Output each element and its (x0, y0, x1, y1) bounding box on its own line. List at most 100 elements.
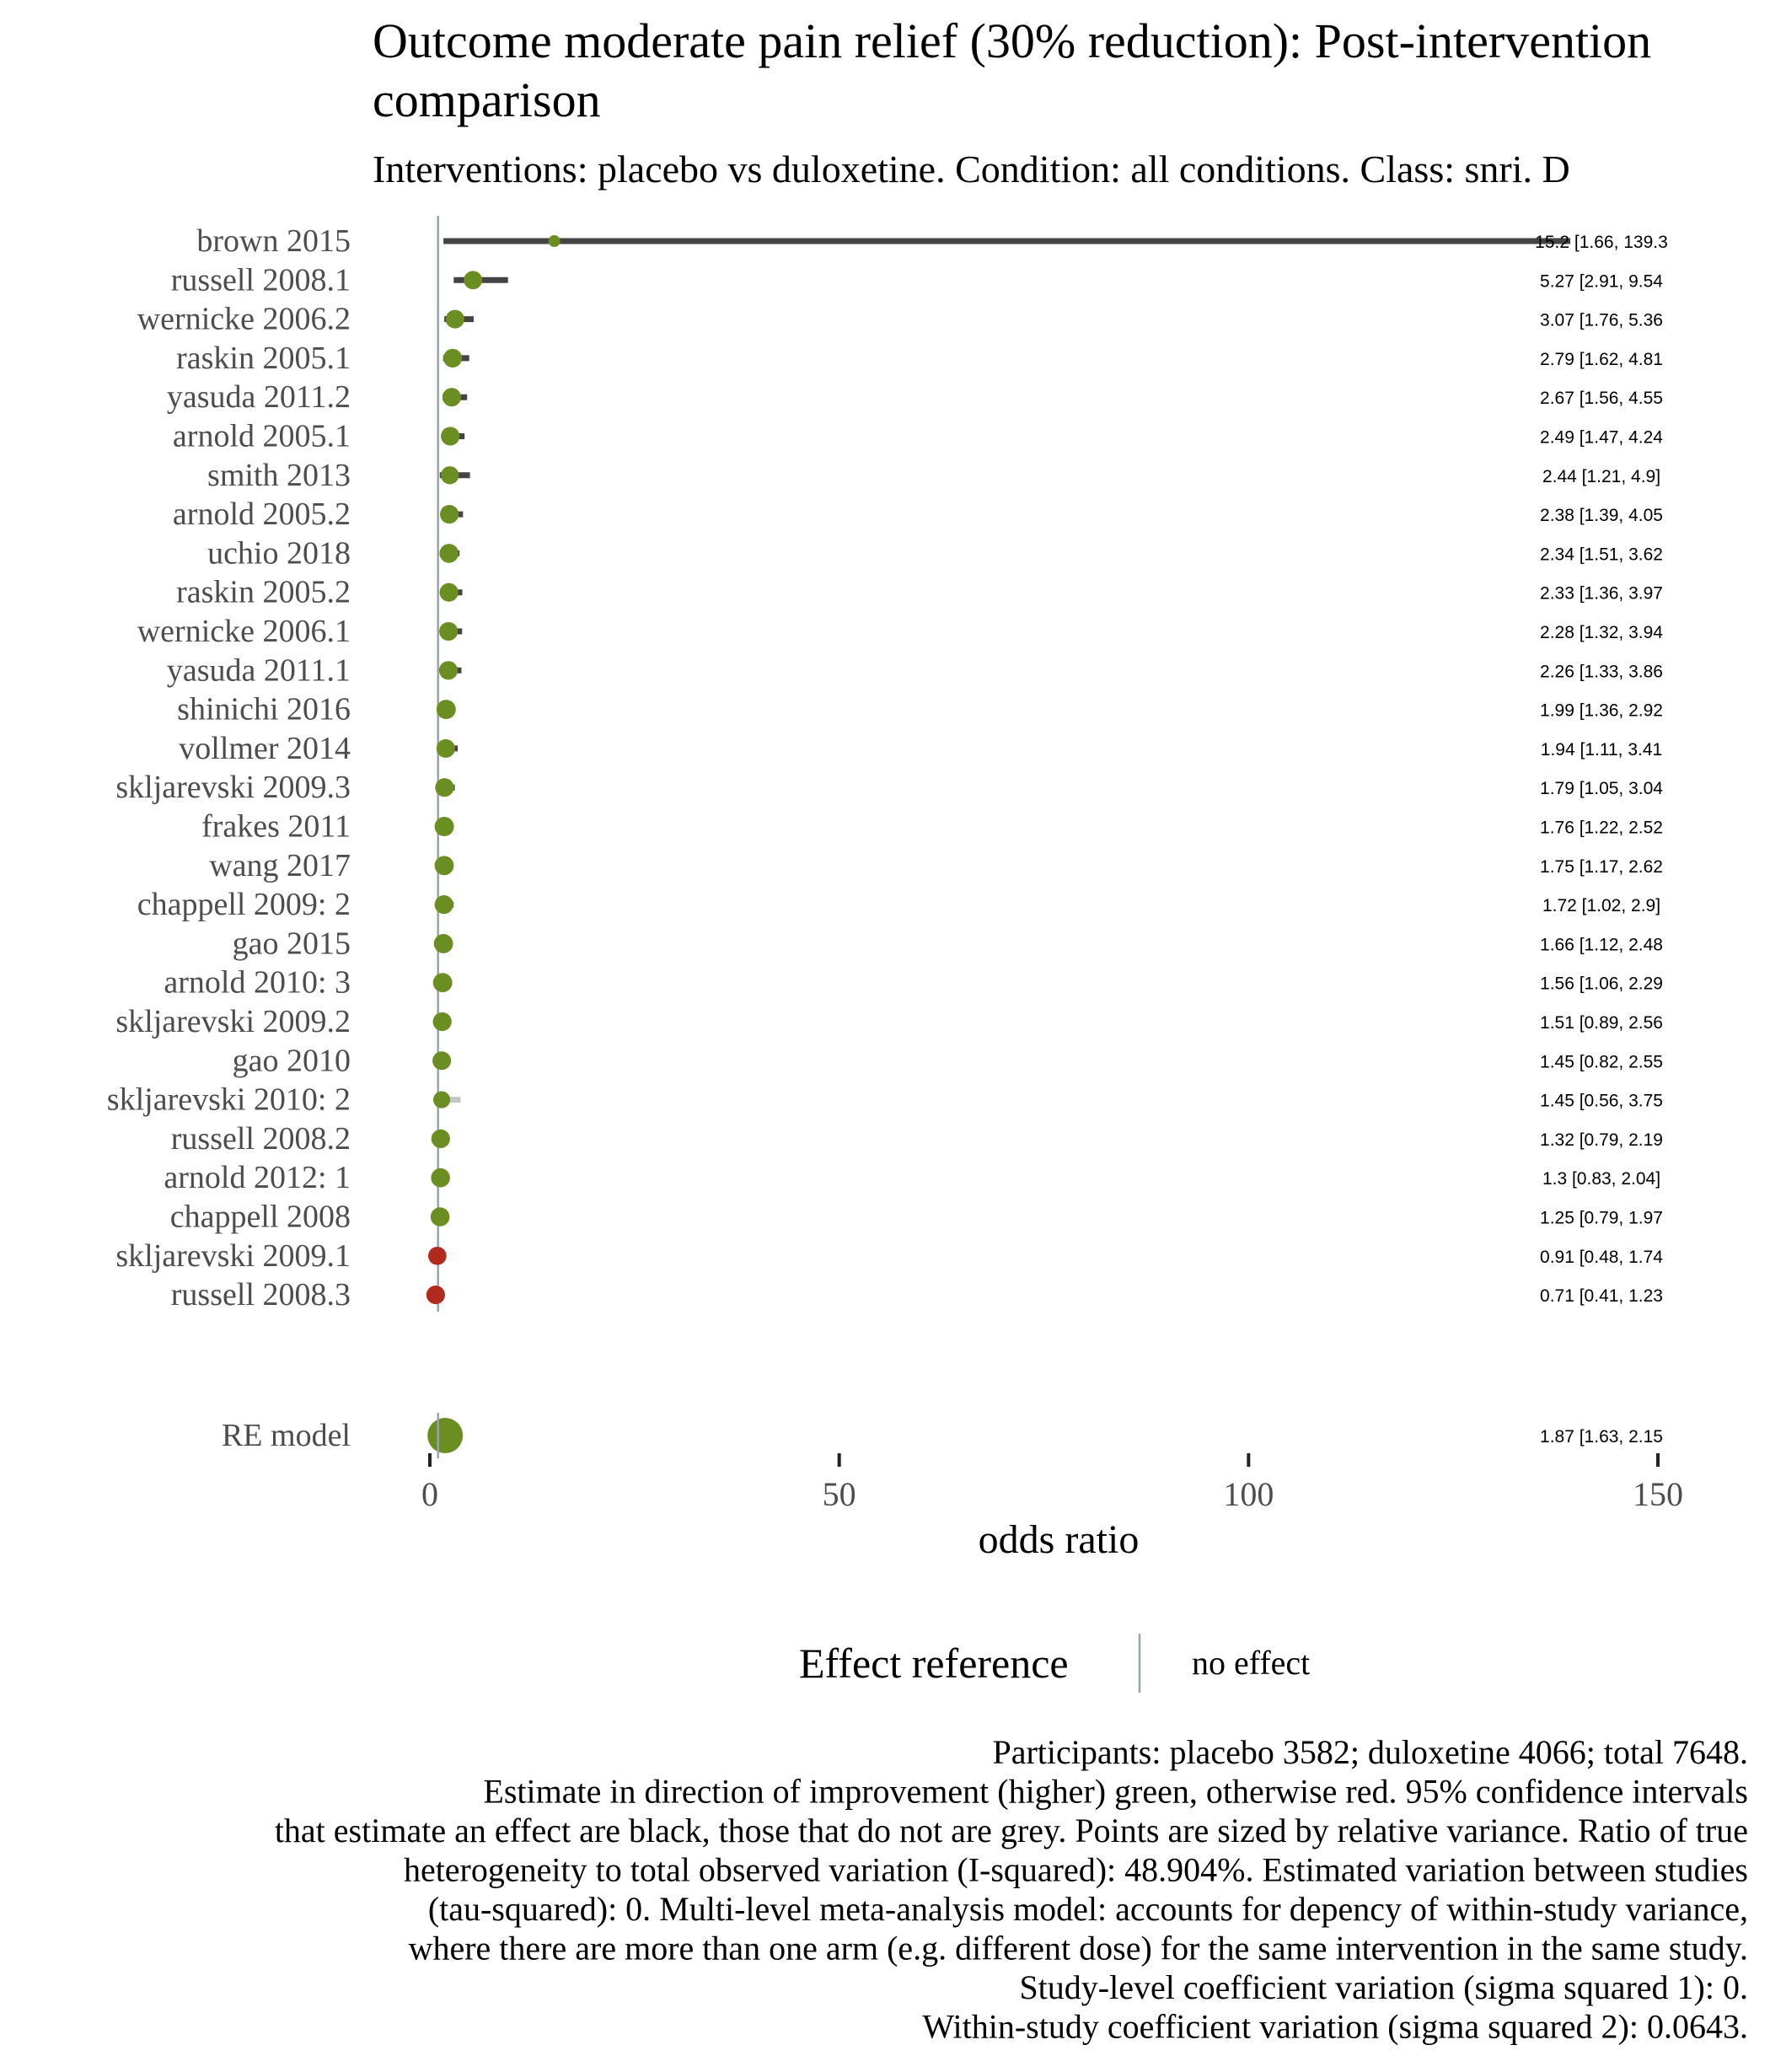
estimate-text: 3.07 [1.76, 5.36 (1540, 311, 1663, 330)
x-axis-label: odds ratio (979, 1517, 1140, 1562)
estimate-text: 2.38 [1.39, 4.05 (1540, 506, 1663, 525)
study-label: vollmer 2014 (179, 731, 351, 766)
study-label: arnold 2005.2 (173, 497, 351, 532)
study-row: yasuda 2011.2 2.67 [1.56, 4.55 (167, 379, 1663, 415)
estimate-text: 0.71 [0.41, 1.23 (1540, 1286, 1663, 1306)
point-estimate (439, 621, 459, 641)
study-row: russell 2008.2 1.32 [0.79, 2.19 (171, 1121, 1663, 1157)
estimate-text: 2.26 [1.33, 3.86 (1540, 662, 1663, 681)
caption-line: Study-level coefficient variation (sigma… (1019, 1968, 1748, 2006)
study-label: frakes 2011 (201, 809, 351, 845)
x-tick-label: 0 (421, 1475, 438, 1513)
study-label: raskin 2005.2 (176, 575, 351, 610)
estimate-text: 0.91 [0.48, 1.74 (1540, 1248, 1663, 1267)
point-estimate (443, 348, 463, 368)
point-estimate (431, 1129, 450, 1149)
study-row: brown 2015 15.2 [1.66, 139.3 (196, 223, 1667, 259)
study-row: skljarevski 2010: 2 1.45 [0.56, 3.75 (107, 1082, 1663, 1118)
study-label: yasuda 2011.1 (167, 652, 351, 688)
study-row: gao 2010 1.45 [0.82, 2.55 (233, 1043, 1663, 1078)
point-estimate (430, 1207, 450, 1227)
study-row: frakes 2011 1.76 [1.22, 2.52 (201, 809, 1663, 845)
study-row: raskin 2005.1 2.79 [1.62, 4.81 (176, 341, 1663, 376)
x-tick-label: 100 (1223, 1475, 1274, 1513)
point-estimate (464, 271, 483, 290)
point-estimate (432, 973, 453, 993)
study-label: russell 2008.2 (171, 1121, 351, 1157)
study-label: arnold 2012: 1 (164, 1160, 351, 1195)
study-label: uchio 2018 (207, 535, 351, 571)
estimate-text: 2.44 [1.21, 4.9] (1542, 467, 1660, 486)
point-estimate (435, 778, 454, 797)
point-estimate (439, 544, 459, 563)
point-estimate (445, 309, 464, 329)
pooled-row: RE model 1.87 [1.63, 2.15 (222, 1418, 1663, 1453)
point-estimate (432, 1012, 452, 1032)
study-label: chappell 2008 (170, 1200, 351, 1235)
estimate-text: 1.79 [1.05, 3.04 (1540, 779, 1663, 798)
estimate-text: 1.32 [0.79, 2.19 (1540, 1130, 1663, 1150)
point-estimate (436, 700, 456, 720)
caption-line: Participants: placebo 3582; duloxetine 4… (992, 1733, 1748, 1771)
chart-title: Outcome moderate pain relief (30% reduct… (373, 13, 1651, 127)
study-label: skljarevski 2009.1 (115, 1238, 351, 1274)
caption-line: Within-study coefficient variation (sigm… (922, 2008, 1748, 2046)
study-row: raskin 2005.2 2.33 [1.36, 3.97 (176, 575, 1663, 610)
study-row: arnold 2005.1 2.49 [1.47, 4.24 (173, 419, 1663, 454)
caption-line: where there are more than one arm (e.g. … (409, 1930, 1748, 1967)
x-tick-label: 150 (1633, 1475, 1683, 1513)
study-row: yasuda 2011.1 2.26 [1.33, 3.86 (167, 652, 1663, 688)
estimate-text: 2.28 [1.32, 3.94 (1540, 623, 1663, 642)
point-estimate (442, 388, 462, 407)
study-rows: brown 2015 15.2 [1.66, 139.3 russell 2008.… (107, 223, 1668, 1312)
study-label: chappell 2009: 2 (137, 887, 351, 922)
study-label: skljarevski 2010: 2 (107, 1082, 351, 1118)
point-estimate (441, 427, 460, 446)
study-label: skljarevski 2009.3 (115, 770, 351, 805)
study-row: skljarevski 2009.3 1.79 [1.05, 3.04 (115, 770, 1663, 805)
study-label: raskin 2005.1 (176, 341, 351, 376)
study-label: shinichi 2016 (177, 692, 351, 727)
study-row: skljarevski 2009.2 1.51 [0.89, 2.56 (115, 1004, 1663, 1039)
point-estimate (433, 1091, 451, 1108)
point-estimate (434, 856, 454, 876)
estimate-text: 1.76 [1.22, 2.52 (1540, 819, 1663, 838)
point-estimate (428, 1246, 447, 1265)
study-label: arnold 2005.1 (173, 419, 351, 454)
estimate-text: 2.34 [1.51, 3.62 (1540, 545, 1663, 564)
pooled-estimate-text: 1.87 [1.63, 2.15 (1540, 1427, 1663, 1447)
study-row: arnold 2012: 1 1.3 [0.83, 2.04] (164, 1160, 1660, 1195)
point-estimate (439, 582, 459, 602)
estimate-text: 1.75 [1.17, 2.62 (1540, 857, 1663, 877)
x-tick-label: 50 (823, 1475, 856, 1513)
estimate-text: 1.56 [1.06, 2.29 (1540, 974, 1663, 994)
study-row: skljarevski 2009.1 0.91 [0.48, 1.74 (115, 1238, 1663, 1274)
study-label: russell 2008.1 (171, 262, 351, 298)
x-axis: 0 50 100 150 odds ratio (421, 1453, 1683, 1562)
estimate-text: 2.49 [1.47, 4.24 (1540, 428, 1663, 448)
estimate-text: 1.45 [0.82, 2.55 (1540, 1052, 1663, 1071)
study-label: gao 2015 (233, 926, 351, 961)
study-row: arnold 2010: 3 1.56 [1.06, 2.29 (164, 965, 1663, 1001)
pooled-point-estimate (427, 1418, 464, 1453)
point-estimate (434, 817, 454, 836)
study-label: brown 2015 (196, 223, 351, 259)
point-estimate (436, 738, 455, 758)
study-label: wernicke 2006.2 (137, 302, 351, 337)
point-estimate (548, 235, 560, 247)
caption: Participants: placebo 3582; duloxetine 4… (275, 1733, 1748, 2046)
point-estimate (440, 505, 459, 524)
study-row: russell 2008.3 0.71 [0.41, 1.23 (171, 1277, 1663, 1312)
estimate-text: 1.25 [0.79, 1.97 (1540, 1209, 1663, 1228)
caption-line: that estimate an effect are black, those… (275, 1812, 1748, 1849)
point-estimate (432, 1051, 452, 1071)
study-row: arnold 2005.2 2.38 [1.39, 4.05 (173, 497, 1663, 532)
study-row: wernicke 2006.2 3.07 [1.76, 5.36 (137, 302, 1663, 337)
caption-line: Estimate in direction of improvement (hi… (483, 1773, 1748, 1811)
title-group: Outcome moderate pain relief (30% reduct… (373, 13, 1651, 191)
estimate-text: 5.27 [2.91, 9.54 (1540, 271, 1663, 291)
study-label: smith 2013 (207, 458, 351, 493)
point-estimate (426, 1286, 445, 1305)
study-label: wang 2017 (209, 848, 351, 883)
